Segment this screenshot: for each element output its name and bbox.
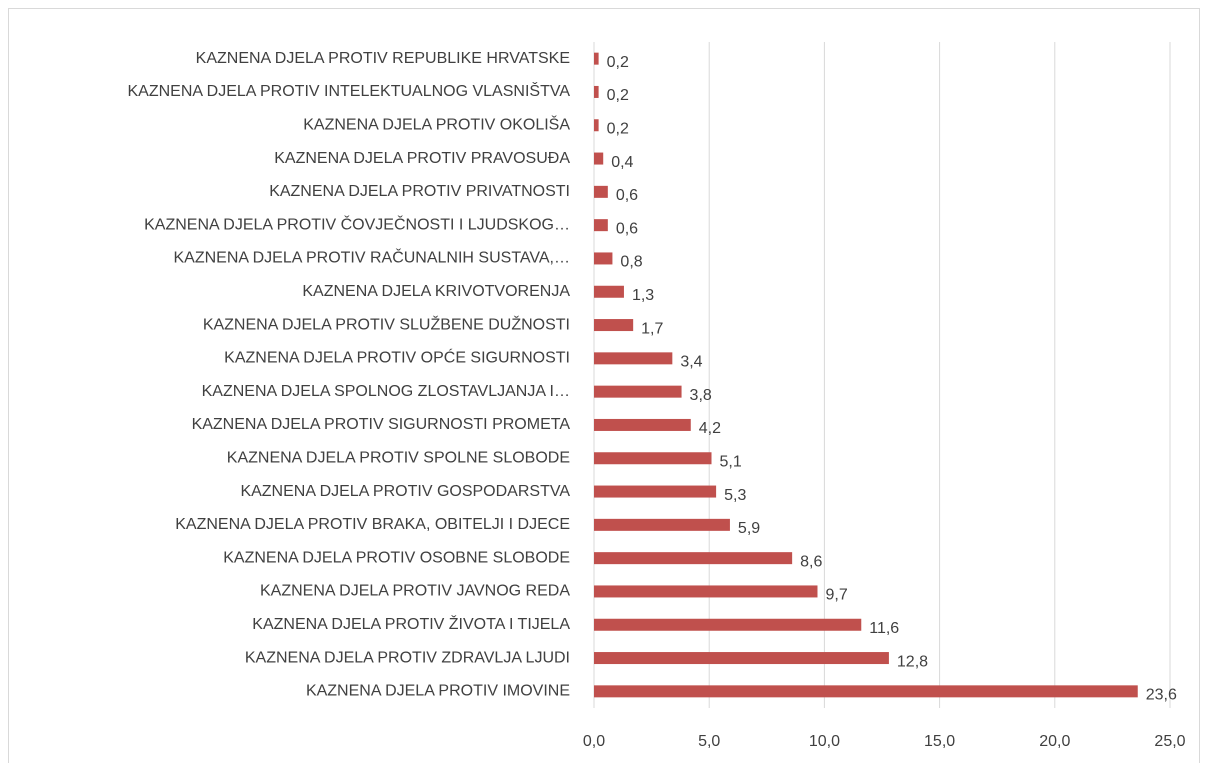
bar bbox=[594, 119, 599, 132]
x-tick-label: 0,0 bbox=[583, 733, 605, 750]
data-label: 23,6 bbox=[1146, 687, 1177, 704]
y-tick-label: KAZNENA DJELA PROTIV SLUŽBENE DUŽNOSTI bbox=[203, 314, 570, 333]
y-tick-label: KAZNENA DJELA PROTIV IMOVINE bbox=[306, 683, 570, 700]
y-tick-label: KAZNENA DJELA PROTIV PRIVATNOSTI bbox=[269, 183, 570, 200]
x-tick-label: 5,0 bbox=[698, 733, 720, 750]
y-tick-label: KAZNENA DJELA PROTIV JAVNOG REDA bbox=[260, 583, 570, 600]
y-tick-label: KAZNENA DJELA PROTIV BRAKA, OBITELJI I D… bbox=[175, 516, 570, 533]
y-tick-label: KAZNENA DJELA PROTIV PRAVOSUĐA bbox=[274, 150, 570, 167]
bar bbox=[594, 185, 608, 198]
bar bbox=[594, 518, 730, 531]
y-tick-label: KAZNENA DJELA PROTIV ŽIVOTA I TIJELA bbox=[252, 614, 570, 633]
y-tick-label: KAZNENA DJELA KRIVOTVORENJA bbox=[302, 283, 570, 300]
bar bbox=[594, 252, 613, 265]
data-label: 5,9 bbox=[738, 520, 760, 537]
data-label: 0,2 bbox=[607, 120, 629, 137]
bar bbox=[594, 285, 624, 298]
y-tick-label: KAZNENA DJELA PROTIV SIGURNOSTI PROMETA bbox=[192, 416, 571, 433]
data-label: 5,3 bbox=[724, 487, 746, 504]
bar bbox=[594, 618, 862, 631]
data-label: 9,7 bbox=[825, 587, 847, 604]
bar bbox=[594, 585, 818, 598]
bar bbox=[594, 352, 673, 365]
data-label: 0,2 bbox=[607, 87, 629, 104]
data-label: 0,8 bbox=[620, 254, 642, 271]
data-label: 1,7 bbox=[641, 320, 663, 337]
y-tick-label: KAZNENA DJELA PROTIV INTELEKTUALNOG VLAS… bbox=[128, 81, 571, 100]
x-tick-label: 15,0 bbox=[924, 733, 955, 750]
y-tick-label: KAZNENA DJELA PROTIV ČOVJEČNOSTI I LJUDS… bbox=[144, 214, 570, 233]
y-tick-label: KAZNENA DJELA PROTIV GOSPODARSTVA bbox=[240, 483, 570, 500]
data-label: 3,8 bbox=[690, 387, 712, 404]
y-tick-label: KAZNENA DJELA PROTIV ZDRAVLJA LJUDI bbox=[245, 649, 570, 666]
x-tick-label: 10,0 bbox=[809, 733, 840, 750]
y-tick-label: KAZNENA DJELA PROTIV OSOBNE SLOBODE bbox=[223, 549, 570, 566]
bar bbox=[594, 152, 604, 165]
data-label: 8,6 bbox=[800, 553, 822, 570]
x-tick-label: 20,0 bbox=[1039, 733, 1070, 750]
data-label: 1,3 bbox=[632, 287, 654, 304]
bar bbox=[594, 52, 599, 65]
bar bbox=[594, 652, 889, 665]
data-label: 12,8 bbox=[897, 653, 928, 670]
y-tick-label: KAZNENA DJELA SPOLNOG ZLOSTAVLJANJA I… bbox=[202, 383, 570, 400]
bar bbox=[594, 385, 682, 398]
bar bbox=[594, 685, 1138, 698]
bar bbox=[594, 452, 712, 465]
bar bbox=[594, 418, 691, 431]
y-tick-label: KAZNENA DJELA PROTIV OPĆE SIGURNOSTI bbox=[224, 348, 570, 367]
y-tick-label: KAZNENA DJELA PROTIV RAČUNALNIH SUSTAVA,… bbox=[173, 248, 570, 267]
data-label: 0,6 bbox=[616, 187, 638, 204]
bar bbox=[594, 319, 634, 332]
y-tick-label: KAZNENA DJELA PROTIV OKOLIŠA bbox=[303, 114, 570, 133]
data-label: 0,6 bbox=[616, 220, 638, 237]
data-label: 11,6 bbox=[869, 620, 899, 637]
data-label: 4,2 bbox=[699, 420, 721, 437]
bar bbox=[594, 485, 717, 498]
data-label: 5,1 bbox=[720, 453, 742, 470]
bar bbox=[594, 85, 599, 98]
data-label: 0,2 bbox=[607, 54, 629, 71]
data-label: 3,4 bbox=[680, 354, 702, 371]
y-tick-label: KAZNENA DJELA PROTIV SPOLNE SLOBODE bbox=[227, 449, 570, 466]
bar bbox=[594, 552, 793, 565]
x-tick-label: 25,0 bbox=[1154, 733, 1185, 750]
bar bbox=[594, 219, 608, 232]
data-label: 0,4 bbox=[611, 154, 633, 171]
y-tick-label: KAZNENA DJELA PROTIV REPUBLIKE HRVATSKE bbox=[196, 50, 570, 67]
